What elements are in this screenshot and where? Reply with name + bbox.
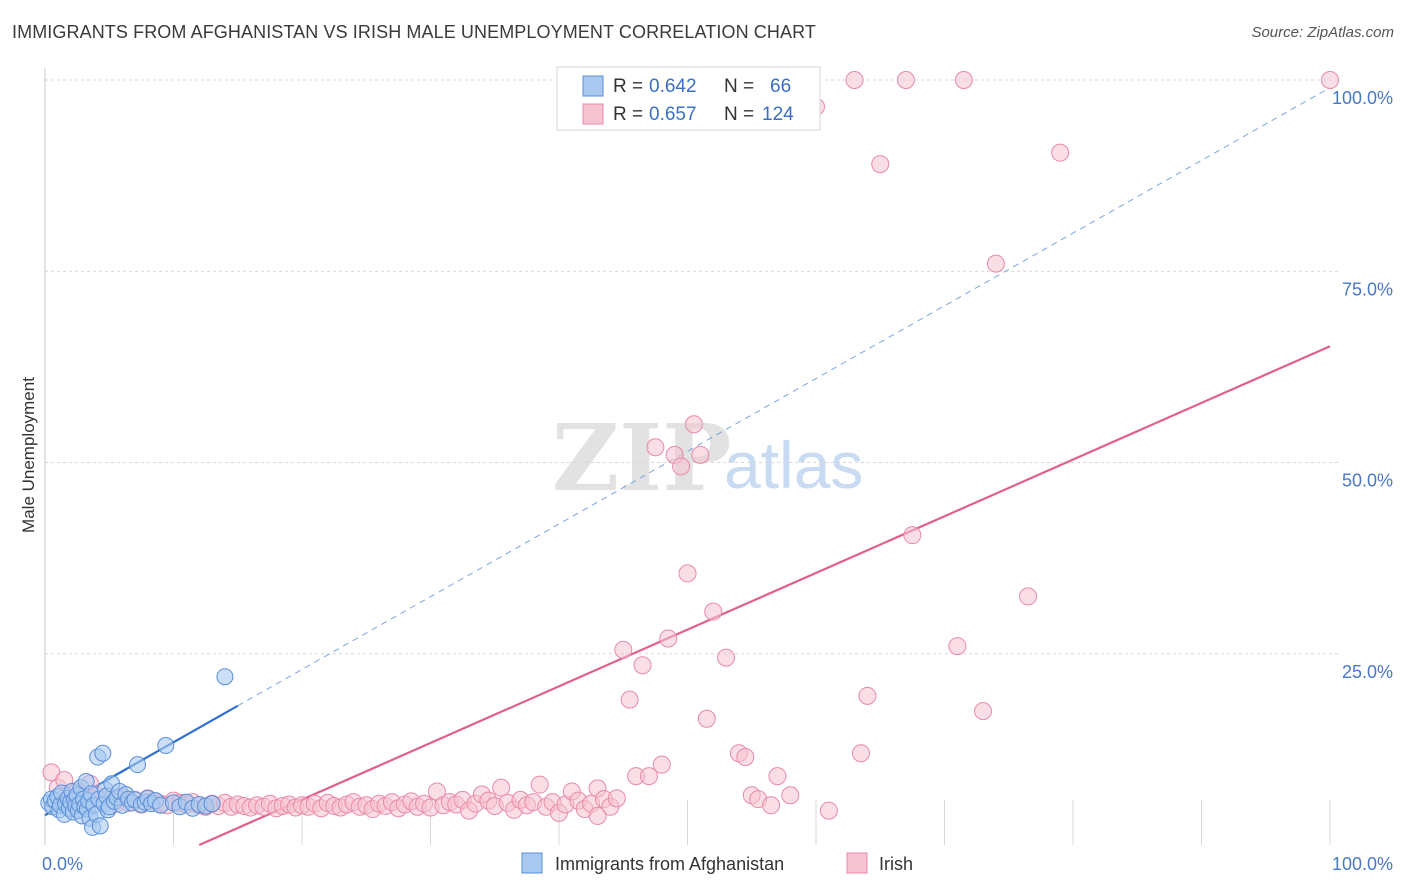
point-irish-76 [530,775,549,794]
bottom-legend-label-irish: Irish [879,854,913,874]
trendline-afghanistan-extension [237,87,1331,707]
point-afghanistan-64 [203,795,221,813]
point-irish-120 [954,71,973,89]
point-irish-95 [652,755,671,774]
point-irish-123 [986,254,1005,273]
point-irish-70 [492,778,511,797]
point-irish-94 [646,438,665,457]
trendline-irish [198,345,1331,847]
bottom-legend-label-afghanistan: Immigrants from Afghanistan [555,854,784,874]
point-irish-126 [1321,71,1339,89]
legend-swatch-irish [582,103,604,125]
point-afghanistan-57 [157,737,175,755]
legend-n-value-1: 66 [770,76,791,97]
point-irish-114 [845,71,864,89]
point-irish-98 [672,457,691,476]
y-tick-label-50: 50.0% [1342,471,1393,491]
x-tick-label-max: 100.0% [1332,854,1393,874]
legend-r-value-2: 0.657 [649,104,697,125]
point-irish-92 [633,656,652,675]
point-afghanistan-35 [94,744,112,762]
point-irish-90 [620,690,639,709]
point-irish-99 [678,564,697,583]
point-irish-113 [819,801,838,820]
point-irish-118 [896,71,915,89]
y-tick-label-75: 75.0% [1342,279,1393,299]
point-irish-116 [851,744,870,763]
watermark-atlas: atlas [724,428,863,502]
legend-r-label-2: R = [613,104,643,125]
y-tick-label-25: 25.0% [1342,662,1393,682]
point-irish-127 [588,806,607,825]
point-irish-121 [948,637,967,656]
point-irish-111 [781,786,800,805]
point-irish-101 [691,445,710,464]
y-axis-label: Male Unemployment [19,377,38,533]
point-irish-124 [1019,587,1038,606]
point-irish-100 [684,415,703,434]
point-irish-125 [1051,143,1070,162]
x-tick-label-min: 0.0% [42,854,83,874]
point-irish-89 [614,640,633,659]
tick-labels: 25.0% 50.0% 75.0% 100.0% 0.0% 100.0% [42,88,1393,874]
bottom-legend-swatch-afghanistan [521,852,543,874]
legend-n-label-1: N = [724,76,754,97]
point-irish-96 [659,629,678,648]
point-irish-103 [704,602,723,621]
series-afghanistan [40,668,234,836]
source-label: Source: ZipAtlas.com [1251,24,1394,41]
point-irish-115 [858,686,877,705]
correlation-legend: R = 0.642 N = 66 R = 0.657 N = 124 [556,66,821,131]
legend-r-value-1: 0.642 [649,76,697,97]
point-irish-110 [768,767,787,786]
point-irish-109 [762,796,781,815]
point-irish-104 [717,648,736,667]
legend-n-value-2: 124 [762,104,794,125]
point-afghanistan-34 [91,817,109,835]
chart-title: IMMIGRANTS FROM AFGHANISTAN VS IRISH MAL… [12,22,816,42]
point-irish-93 [639,767,658,786]
point-irish-119 [903,526,922,545]
legend-r-label-1: R = [613,76,643,97]
series-legend: Immigrants from Afghanistan Irish [521,852,913,874]
legend-n-label-2: N = [724,104,754,125]
bottom-legend-swatch-irish [846,852,868,874]
point-afghanistan-65 [216,668,234,686]
point-irish-106 [736,748,755,767]
legend-swatch-afghanistan [582,75,604,97]
point-irish-88 [607,789,626,808]
point-afghanistan-50 [129,756,147,774]
point-irish-122 [974,702,993,721]
point-irish-102 [697,709,716,728]
y-tick-label-100: 100.0% [1332,88,1393,108]
point-irish-117 [871,155,890,174]
